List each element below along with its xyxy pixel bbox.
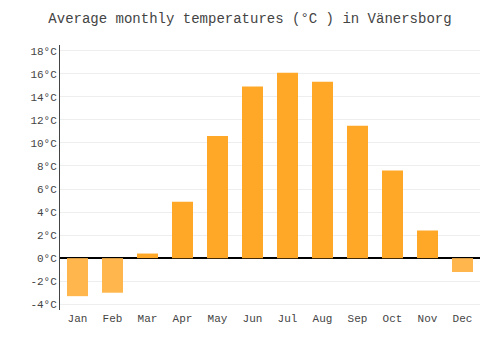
svg-text:Feb: Feb: [103, 313, 123, 325]
svg-text:Jan: Jan: [68, 313, 88, 325]
svg-text:Average monthly temperatures (: Average monthly temperatures (°C ) in Vä…: [48, 11, 451, 27]
svg-text:May: May: [208, 313, 228, 325]
svg-text:18°C: 18°C: [30, 46, 57, 58]
svg-text:16°C: 16°C: [30, 69, 57, 81]
svg-text:4°C: 4°C: [37, 207, 57, 219]
svg-text:10°C: 10°C: [30, 138, 57, 150]
svg-text:Jul: Jul: [278, 313, 298, 325]
svg-text:14°C: 14°C: [30, 92, 57, 104]
svg-text:Mar: Mar: [138, 313, 158, 325]
svg-text:Sep: Sep: [348, 313, 368, 325]
svg-text:Aug: Aug: [313, 313, 333, 325]
svg-text:Dec: Dec: [453, 313, 473, 325]
svg-text:Apr: Apr: [173, 313, 193, 325]
svg-text:8°C: 8°C: [37, 161, 57, 173]
svg-text:0°C: 0°C: [37, 253, 57, 265]
svg-text:-4°C: -4°C: [30, 299, 57, 311]
svg-text:12°C: 12°C: [30, 115, 57, 127]
svg-text:6°C: 6°C: [37, 184, 57, 196]
svg-text:-2°C: -2°C: [30, 276, 57, 288]
svg-text:Nov: Nov: [418, 313, 438, 325]
svg-text:Oct: Oct: [383, 313, 403, 325]
svg-text:2°C: 2°C: [37, 230, 57, 242]
svg-text:Jun: Jun: [243, 313, 263, 325]
